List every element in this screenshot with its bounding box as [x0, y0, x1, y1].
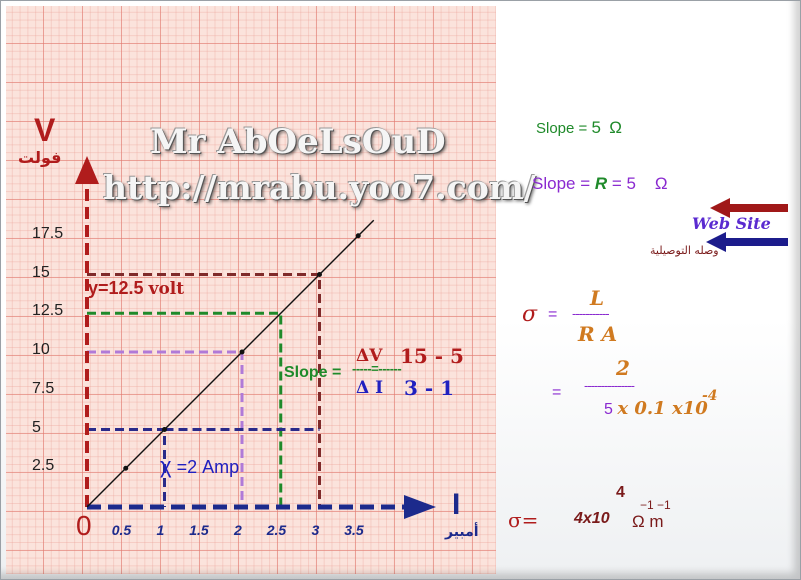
- origin-label: 0: [76, 510, 92, 541]
- series-line: [86, 219, 375, 508]
- x-tick-label: 2.5: [266, 522, 287, 538]
- website-link[interactable]: Web Site: [692, 214, 771, 233]
- sigma-symbol: σ: [522, 302, 538, 327]
- x-tick-label: 3: [311, 522, 320, 538]
- fraction2-denominator: 5 x 0.1 x10: [604, 398, 708, 419]
- y-tick-label: 15: [32, 263, 50, 281]
- data-point-0: [123, 465, 129, 471]
- fraction2-numerator: 2: [616, 356, 630, 380]
- result-unit-exponents: −1 −1: [640, 498, 671, 512]
- guide-line-1: [87, 311, 283, 507]
- result-exponent: 4: [616, 484, 625, 501]
- fraction1-denominator: R A: [578, 322, 618, 346]
- arrow-left-red-icon[interactable]: [710, 198, 788, 218]
- conductivity-link[interactable]: وصله التوصيلية: [650, 244, 719, 257]
- result-base: 4x10: [574, 510, 610, 527]
- x-tick-label: 0.5: [111, 522, 132, 538]
- result-unit: Ω m: [632, 512, 664, 531]
- result-sigma: σ=: [508, 508, 539, 532]
- x-axis-arrow-icon: [404, 495, 436, 519]
- slope-label: Slope =: [284, 364, 342, 381]
- y-tick-label: 7.5: [32, 379, 55, 397]
- data-point-2: [239, 349, 245, 355]
- v-difference: 15 - 5: [400, 344, 464, 368]
- slope-result-1: Slope = 5 Ω: [536, 118, 622, 137]
- data-point-3: [317, 272, 322, 277]
- y-tick-label: 5: [32, 418, 41, 436]
- y-axis-arrow-icon: [75, 156, 99, 184]
- y-tick-label: 12.5: [32, 302, 64, 320]
- y-value-annotation: y=12.5 volt: [88, 278, 185, 299]
- sigma-equals: =: [548, 306, 558, 323]
- delta-i-label: Δ I: [356, 378, 384, 398]
- fraction1-numerator: L: [590, 286, 605, 310]
- delta-v-label: ΔV: [356, 346, 383, 366]
- arrow-left-blue-icon[interactable]: [706, 232, 788, 252]
- x-tick-label: 1: [156, 522, 165, 538]
- y-tick-label: 2.5: [32, 457, 55, 475]
- y-tick-label: 17.5: [32, 224, 64, 242]
- slope-fraction-bar: -----=------: [352, 361, 402, 376]
- watermark-name: Mr AbOeLsOuD: [150, 122, 446, 162]
- y-tick-label: 10: [32, 341, 50, 358]
- y-axis-symbol: V: [34, 112, 56, 148]
- x-axis-unit-ar: أمبير: [445, 524, 479, 540]
- fraction2-bar: ---------------: [584, 378, 635, 393]
- data-point-4: [355, 233, 361, 239]
- equals-2: =: [552, 384, 562, 401]
- watermark-url: http://mrabu.yoo7.com/: [103, 168, 536, 207]
- x-tick-label: 3.5: [344, 522, 364, 538]
- fraction1-bar: -----------: [572, 306, 610, 321]
- y-axis-unit-ar: فولت: [18, 148, 62, 167]
- x-tick-label: 2: [234, 522, 242, 538]
- fraction2-exponent: -4: [702, 388, 718, 404]
- x-value-annotation: χ =2 Amp: [160, 453, 240, 478]
- slope-result-2: Slope = R = 5 Ω: [532, 174, 668, 193]
- i-difference: 3 - 1: [404, 376, 455, 400]
- x-tick-label: 1.5: [189, 522, 209, 538]
- x-axis-symbol: I: [452, 488, 461, 521]
- data-point-1: [162, 427, 167, 432]
